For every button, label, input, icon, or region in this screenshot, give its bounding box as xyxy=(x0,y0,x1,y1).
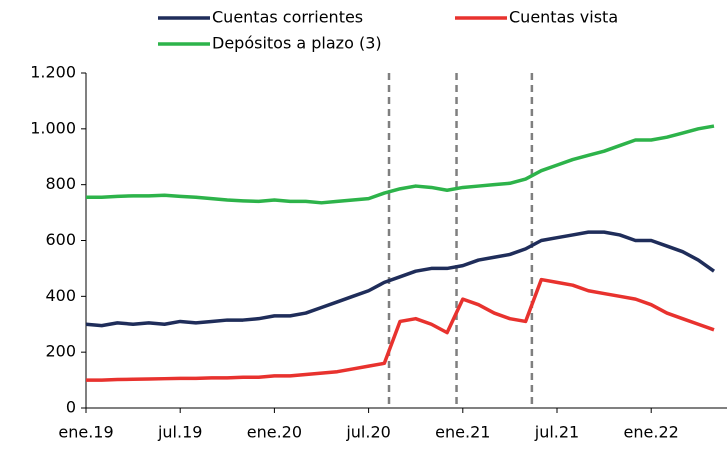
legend-label: Cuentas corrientes xyxy=(212,8,363,27)
y-tick-label: 600 xyxy=(45,230,76,249)
y-tick-label: 800 xyxy=(45,174,76,193)
y-tick-label: 200 xyxy=(45,342,76,361)
y-tick-label: 1.000 xyxy=(30,118,76,137)
legend-label: Cuentas vista xyxy=(509,8,618,27)
x-tick-label: ene.19 xyxy=(58,423,113,442)
x-tick-label: ene.20 xyxy=(247,423,302,442)
series-line xyxy=(86,277,715,382)
series-line xyxy=(85,230,716,328)
x-tick-label: jul.20 xyxy=(345,423,390,442)
y-tick-label: 400 xyxy=(45,286,76,305)
x-tick-label: jul.21 xyxy=(534,423,579,442)
x-tick-label: jul.19 xyxy=(157,423,202,442)
series-line xyxy=(86,124,715,205)
y-tick-label: 0 xyxy=(66,398,76,417)
x-tick-label: ene.21 xyxy=(435,423,490,442)
x-tick-label: ene.22 xyxy=(624,423,679,442)
y-tick-label: 1.200 xyxy=(30,63,76,82)
legend-label: Depósitos a plazo (3) xyxy=(212,34,382,53)
